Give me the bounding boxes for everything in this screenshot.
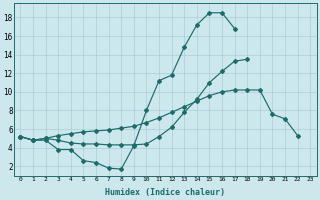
X-axis label: Humidex (Indice chaleur): Humidex (Indice chaleur) [105, 188, 225, 197]
